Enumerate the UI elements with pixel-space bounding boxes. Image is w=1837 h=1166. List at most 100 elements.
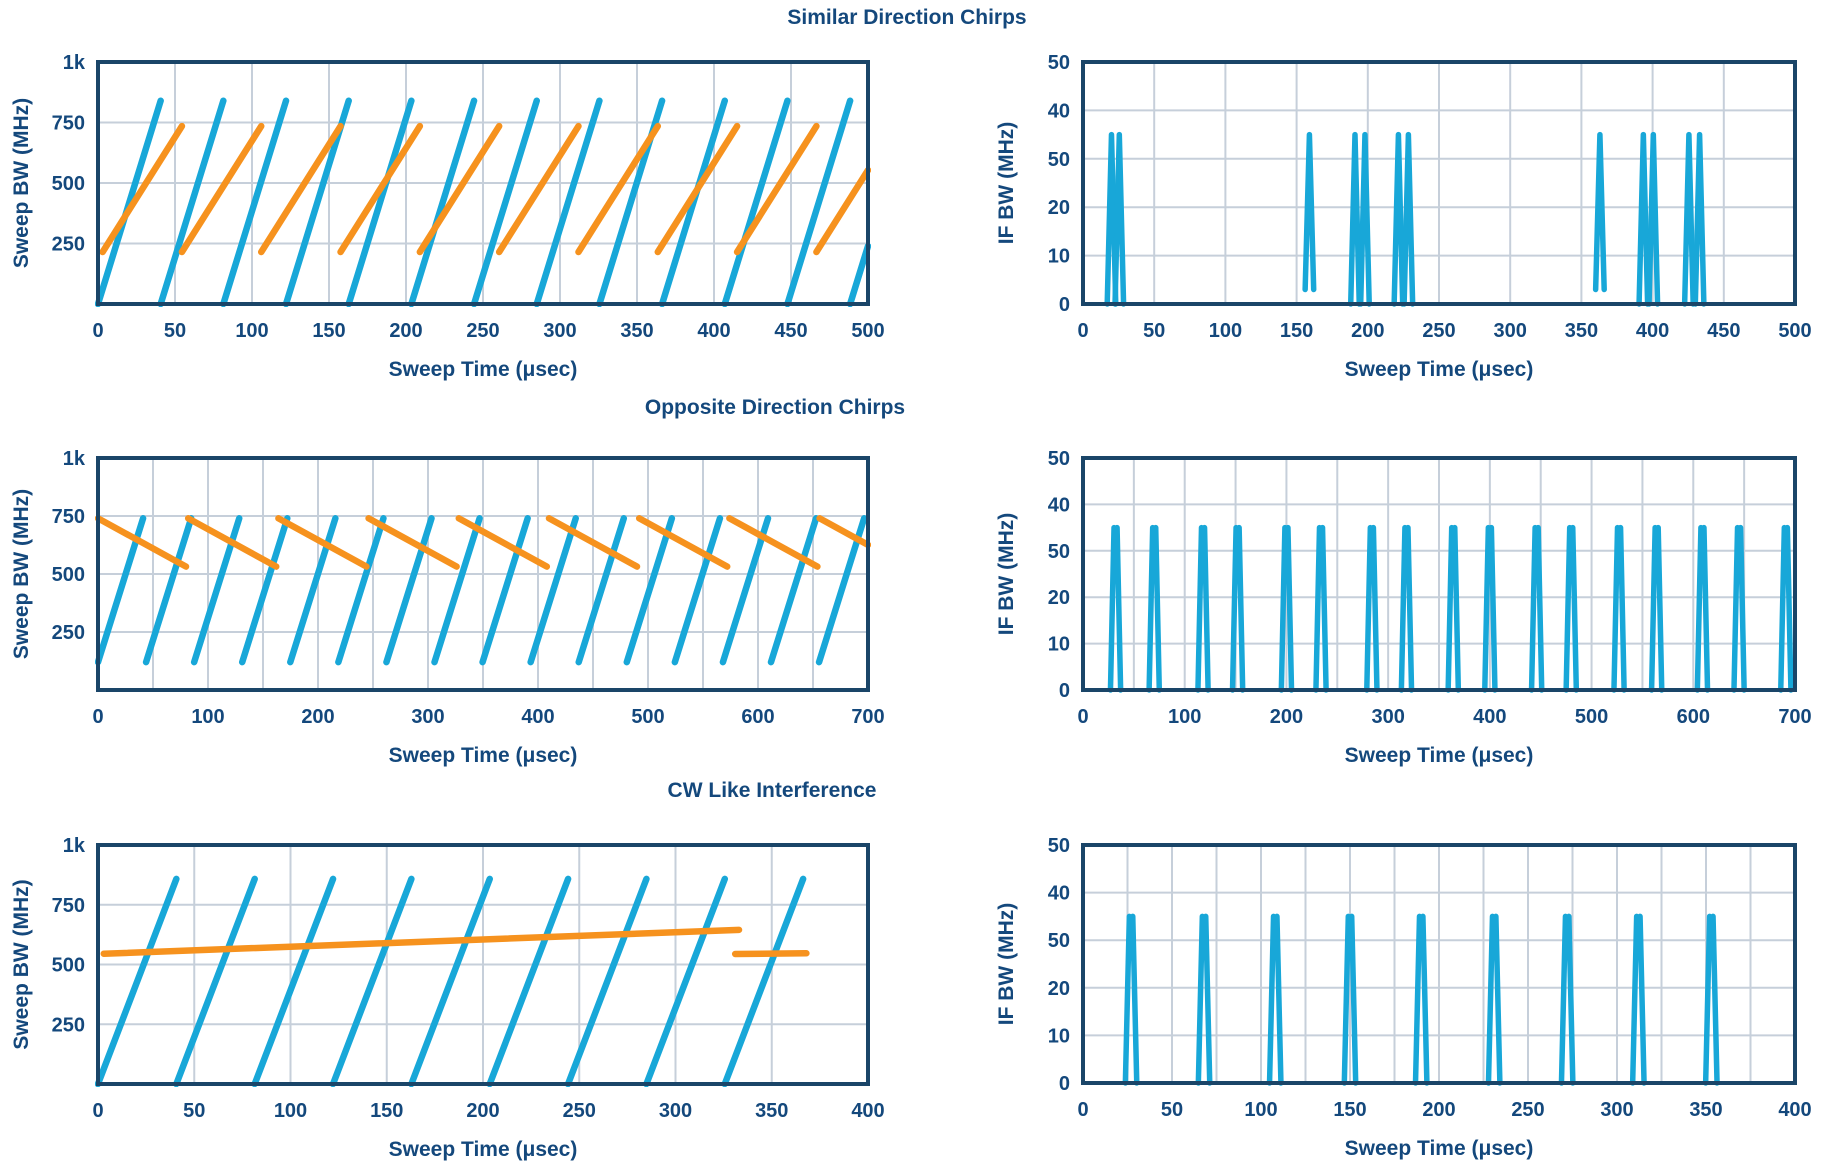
grid-lines bbox=[1083, 845, 1795, 1083]
chart-sweep-opposite: 1k 750 500 250 0 100 200 300 400 500 600 700 Sweep T… bbox=[10, 448, 885, 767]
if-spike bbox=[1229, 524, 1246, 693]
if-spike bbox=[1731, 524, 1747, 693]
if-spike bbox=[1412, 913, 1430, 1086]
plot-frame bbox=[1081, 843, 1797, 1085]
chirp-line bbox=[545, 515, 641, 570]
x-tick-label: 0 bbox=[92, 320, 103, 342]
if-spike bbox=[1592, 131, 1607, 293]
row-title-cw: CW Like Interference bbox=[667, 779, 877, 802]
x-tick-label: 400 bbox=[1778, 1099, 1811, 1121]
chirp-line bbox=[846, 242, 871, 307]
x-tick-label: 300 bbox=[1371, 706, 1404, 728]
x-tick-label: 500 bbox=[1575, 706, 1608, 728]
chirp-line bbox=[157, 97, 227, 307]
y-tick-label: 1k bbox=[63, 52, 86, 74]
x-tick-label: 100 bbox=[191, 706, 224, 728]
if-spike bbox=[1313, 524, 1329, 693]
if-spike bbox=[1694, 524, 1711, 693]
plot-frame bbox=[96, 60, 870, 306]
if-spike bbox=[1636, 131, 1651, 307]
if-spike bbox=[1778, 524, 1794, 693]
x-tick-label: 300 bbox=[411, 706, 444, 728]
chirp-line bbox=[335, 515, 387, 666]
x-tick-label: 100 bbox=[235, 320, 268, 342]
chirp-line bbox=[383, 515, 435, 666]
x-tick-label: 300 bbox=[1494, 320, 1527, 342]
chirp-line bbox=[479, 515, 531, 666]
chirp-line bbox=[431, 515, 483, 666]
x-tick-label: 500 bbox=[1778, 320, 1811, 342]
series-group bbox=[1107, 524, 1794, 693]
chirp-line bbox=[178, 122, 265, 256]
x-tick-label: 250 bbox=[1511, 1099, 1544, 1121]
x-tick-label: 250 bbox=[563, 1100, 596, 1122]
x-tick-label: 400 bbox=[851, 1100, 884, 1122]
chirp-line bbox=[275, 515, 370, 570]
x-tick-label: 200 bbox=[389, 320, 422, 342]
chirp-line bbox=[813, 166, 871, 256]
y-tick-label: 1k bbox=[63, 835, 86, 857]
chirp-line bbox=[251, 875, 337, 1087]
if-spike bbox=[1681, 131, 1696, 307]
x-tick-label: 450 bbox=[1707, 320, 1740, 342]
chirp-line bbox=[623, 515, 676, 666]
x-tick-label: 150 bbox=[312, 320, 345, 342]
if-spike bbox=[1398, 524, 1415, 693]
chart-sweep-similar: 1k 750 500 250 0 50 100 150 200 250 300 350 400 450 50… bbox=[10, 52, 885, 381]
x-axis-label: Sweep Time (μsec) bbox=[389, 358, 578, 381]
if-spike bbox=[1364, 524, 1380, 693]
x-tick-label: 400 bbox=[697, 320, 730, 342]
x-axis-label: Sweep Time (μsec) bbox=[389, 1138, 578, 1161]
x-tick-label: 0 bbox=[92, 706, 103, 728]
if-spike bbox=[1278, 524, 1295, 693]
chirp-line bbox=[408, 97, 478, 307]
y-tick-label: 40 bbox=[1048, 100, 1070, 122]
grid-lines bbox=[1083, 458, 1795, 690]
grid-lines bbox=[98, 458, 868, 690]
y-tick-label: 50 bbox=[1048, 835, 1070, 857]
series-if-beat bbox=[1107, 524, 1794, 693]
if-spike bbox=[1692, 131, 1707, 307]
x-tick-label: 100 bbox=[1244, 1099, 1277, 1121]
y-axis-label: IF BW (MHz) bbox=[995, 122, 1018, 244]
x-tick-label: 400 bbox=[521, 706, 554, 728]
series-if-beat bbox=[1104, 131, 1707, 307]
chirp-line bbox=[238, 515, 291, 666]
y-tick-label: 50 bbox=[1048, 149, 1070, 171]
x-tick-label: 0 bbox=[1077, 320, 1088, 342]
x-tick-label: 400 bbox=[1636, 320, 1669, 342]
x-tick-label: 300 bbox=[659, 1100, 692, 1122]
x-tick-label: 150 bbox=[370, 1100, 403, 1122]
x-tick-label: 200 bbox=[466, 1100, 499, 1122]
chirp-line bbox=[142, 515, 195, 666]
cw-line bbox=[731, 950, 810, 958]
y-axis-label: IF BW (MHz) bbox=[995, 903, 1018, 1025]
y-tick-label: 40 bbox=[1048, 494, 1070, 516]
x-tick-label: 350 bbox=[755, 1100, 788, 1122]
series-group bbox=[95, 97, 871, 307]
if-spike bbox=[1266, 913, 1284, 1086]
chirp-line bbox=[635, 515, 731, 570]
if-spike bbox=[1195, 913, 1213, 1086]
chirp-line bbox=[721, 875, 807, 1087]
x-tick-label: 300 bbox=[1600, 1099, 1633, 1121]
chirp-line bbox=[486, 875, 572, 1087]
x-tick-label: 450 bbox=[774, 320, 807, 342]
if-spike bbox=[1482, 524, 1498, 693]
y-tick-label: 0 bbox=[1059, 294, 1070, 316]
x-tick-label: 300 bbox=[543, 320, 576, 342]
y-axis-label: Sweep BW (MHz) bbox=[10, 98, 33, 268]
if-spike bbox=[1341, 913, 1359, 1086]
y-tick-label: 250 bbox=[52, 622, 85, 644]
if-spike bbox=[1146, 524, 1163, 693]
x-tick-label: 350 bbox=[620, 320, 653, 342]
series-group bbox=[95, 515, 871, 666]
series-interferer-chirp-down bbox=[95, 515, 871, 570]
x-tick-label: 600 bbox=[741, 706, 774, 728]
chirp-line bbox=[719, 515, 772, 666]
chirp-line bbox=[329, 875, 415, 1087]
x-axis-label: Sweep Time (μsec) bbox=[389, 744, 578, 767]
if-spike bbox=[1357, 131, 1372, 307]
plot-frame bbox=[1081, 456, 1797, 692]
